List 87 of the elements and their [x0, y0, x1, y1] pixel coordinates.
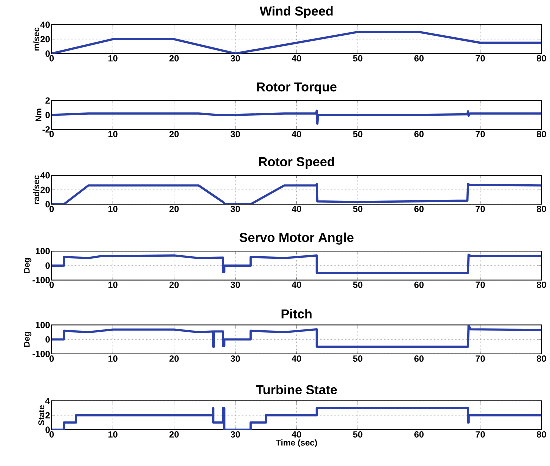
y-tick-label: 0 [46, 201, 50, 208]
chart-title: Turbine State [256, 385, 338, 395]
x-tick-label: 60 [414, 432, 424, 438]
x-tick-label: 50 [353, 131, 363, 138]
x-tick-label: 20 [170, 432, 179, 438]
y-tick-label: 2 [46, 98, 50, 104]
x-axis-title: Time (sec) [276, 440, 318, 448]
x-tick-label: 30 [230, 356, 240, 362]
x-tick-label: 40 [292, 206, 302, 212]
line-series [52, 325, 542, 348]
x-tick-label: 30 [230, 432, 240, 438]
y-tick-label: 40 [40, 22, 50, 28]
x-tick-label: 20 [170, 131, 179, 138]
y-tick-label: 20 [40, 36, 50, 43]
y-tick-label: -2 [42, 126, 50, 133]
x-tick-label: 60 [414, 356, 424, 362]
x-tick-label: 80 [537, 282, 546, 288]
y-tick-label: 0 [46, 336, 50, 343]
x-tick-label: 60 [414, 206, 424, 212]
x-tick-label: 60 [414, 282, 424, 288]
y-axis-title: State [38, 406, 45, 426]
x-tick-label: 30 [230, 55, 240, 62]
chart-title: Wind Speed [260, 6, 333, 19]
y-tick-label: 0 [46, 262, 50, 270]
y-axis-title: rad/sec [33, 176, 40, 204]
y-tick-label: 0 [46, 50, 50, 58]
y-tick-label: 4 [46, 398, 50, 404]
x-tick-label: 40 [292, 432, 302, 438]
line-series [52, 110, 542, 126]
x-tick-label: 10 [108, 432, 118, 438]
x-tick-label: 20 [170, 356, 179, 362]
y-tick-label: 40 [40, 172, 50, 179]
x-tick-label: 10 [108, 55, 118, 62]
x-tick-label: 30 [230, 206, 240, 212]
y-tick-label: -100 [32, 277, 50, 284]
y-tick-label: -100 [32, 351, 50, 358]
x-tick-label: 70 [476, 55, 486, 62]
chart-title: Rotor Speed [259, 157, 334, 170]
x-tick-label: 50 [353, 55, 363, 62]
x-tick-label: 70 [476, 432, 486, 438]
y-tick-label: 0 [46, 112, 50, 118]
x-tick-label: 70 [476, 356, 486, 362]
y-tick-label: 2 [46, 412, 50, 419]
x-tick-label: 80 [537, 356, 546, 362]
x-tick-label: 30 [230, 282, 240, 288]
x-tick-label: 80 [537, 55, 546, 62]
x-tick-label: 70 [476, 131, 486, 138]
line-series [52, 407, 542, 430]
y-axis-title: Deg [24, 258, 32, 274]
y-axis-title: Deg [24, 332, 32, 348]
x-tick-label: 0 [50, 206, 54, 212]
y-axis-title: m/sec [33, 28, 40, 51]
x-tick-label: 30 [230, 131, 240, 138]
x-tick-label: 0 [50, 432, 54, 438]
x-tick-label: 20 [170, 206, 179, 212]
line-series [52, 31, 542, 54]
x-tick-label: 10 [108, 131, 118, 138]
y-tick-label: 20 [40, 186, 50, 194]
x-tick-label: 40 [292, 131, 302, 138]
chart-title: Servo Motor Angle [240, 232, 354, 245]
y-tick-label: 0 [46, 426, 50, 434]
x-tick-label: 10 [108, 282, 118, 288]
x-tick-label: 40 [292, 55, 302, 62]
x-tick-label: 20 [170, 282, 179, 288]
x-tick-label: 10 [108, 356, 118, 362]
line-series [52, 254, 542, 274]
y-tick-label: 100 [36, 322, 50, 328]
y-tick-label: 100 [36, 248, 50, 255]
x-tick-label: 80 [537, 131, 546, 138]
x-tick-label: 40 [292, 356, 302, 362]
x-tick-label: 70 [476, 206, 486, 212]
x-tick-label: 10 [108, 206, 118, 212]
chart-title: Rotor Torque [257, 82, 337, 94]
chart-title: Pitch [282, 309, 312, 319]
x-tick-label: 20 [170, 55, 179, 62]
x-tick-label: 50 [353, 206, 363, 212]
x-tick-label: 60 [414, 131, 424, 138]
x-tick-label: 50 [353, 356, 363, 362]
x-tick-label: 80 [537, 432, 546, 438]
x-tick-label: 50 [353, 432, 363, 438]
x-tick-label: 50 [353, 282, 363, 288]
x-tick-label: 70 [476, 282, 486, 288]
y-axis-title: Nm [36, 108, 42, 122]
x-tick-label: 60 [414, 55, 424, 62]
line-series [52, 183, 542, 205]
x-tick-label: 80 [537, 206, 546, 212]
x-tick-label: 40 [292, 282, 302, 288]
